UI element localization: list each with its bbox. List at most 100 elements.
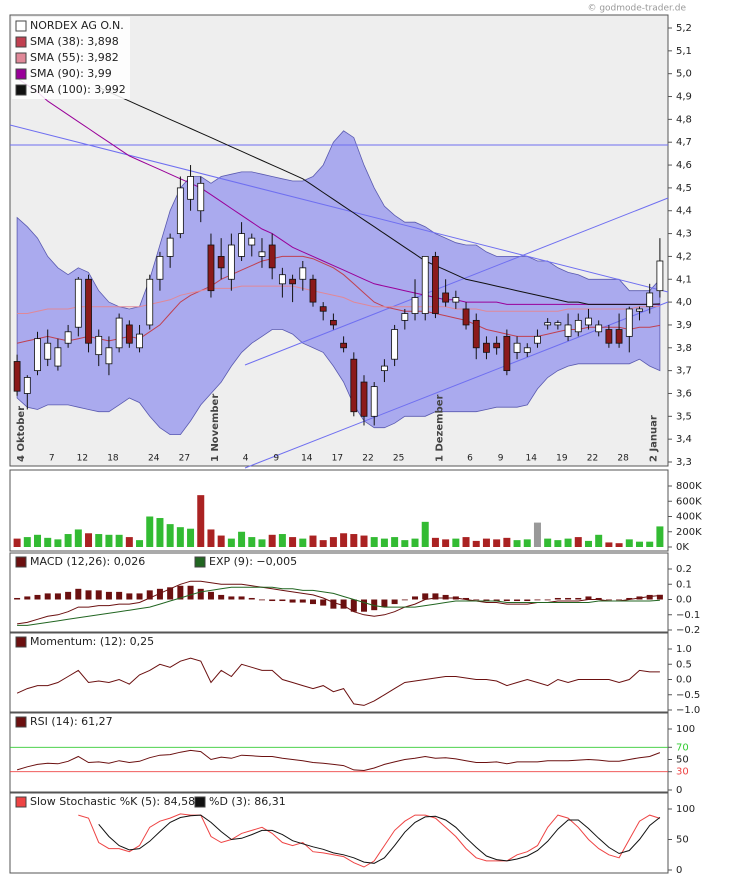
candle-body [493, 342, 501, 349]
y-tick-label: 0 [676, 865, 682, 876]
x-tick-label: 14 [301, 454, 313, 464]
legend-box [12, 17, 130, 99]
candle-body [462, 308, 470, 326]
candle-body [258, 251, 266, 257]
candle-body [268, 244, 276, 269]
histogram-bar [575, 597, 582, 600]
volume-bar [452, 538, 460, 547]
x-tick-label: 28 [617, 454, 629, 464]
candle-body [329, 319, 337, 326]
x-tick-label: 18 [107, 454, 119, 464]
histogram-bar [361, 599, 368, 612]
y-tick-label: 4,3 [676, 229, 692, 240]
volume-bar [493, 539, 501, 547]
volume-bar [54, 539, 62, 547]
candle-body [176, 187, 184, 234]
x-tick-label: 2 Januar [649, 415, 660, 462]
candle-body [615, 329, 623, 344]
volume-bar [207, 529, 215, 547]
volume-bar [125, 537, 133, 547]
candle-body [544, 322, 552, 326]
candle-body [289, 278, 296, 285]
volume-bar [544, 538, 552, 547]
histogram-bar [371, 599, 378, 611]
volume-bar [625, 539, 633, 547]
volume-bar [105, 534, 113, 547]
candle-body [370, 386, 378, 417]
series-line [17, 586, 660, 626]
candle-body [442, 292, 450, 303]
x-tick-label: 17 [332, 454, 343, 464]
candle-body [54, 347, 62, 367]
volume-bar [595, 534, 603, 547]
histogram-bar [422, 593, 429, 600]
histogram-bar [146, 590, 153, 600]
histogram-bar [330, 599, 337, 609]
candle-body [34, 338, 41, 372]
y-tick-label: 30 [676, 767, 689, 778]
candle-body [636, 308, 643, 312]
y-tick-label: −0.1 [676, 610, 700, 621]
watermark: © godmode-trader.de [587, 4, 686, 14]
panel [9, 632, 669, 713]
legend-label: SMA (100): 3,992 [30, 83, 126, 96]
y-tick-label: 4,5 [676, 183, 692, 194]
trend-line [9, 124, 669, 293]
histogram-bar [228, 596, 235, 600]
histogram-bar [350, 599, 357, 612]
y-tick-label: 3,8 [676, 343, 692, 354]
candle-body [534, 335, 541, 344]
y-tick-label: 50 [676, 755, 689, 766]
volume-bar [462, 537, 470, 547]
volume-bar [564, 538, 572, 547]
y-tick-label: 50 [676, 835, 689, 846]
x-tick-label: 12 [77, 454, 88, 464]
histogram-bar [136, 593, 143, 600]
y-tick-label: 0.0 [676, 595, 692, 606]
y-tick-label: −1.0 [676, 705, 700, 716]
y-tick-label: 100 [676, 804, 695, 815]
histogram-bar [75, 588, 82, 600]
x-tick-label: 22 [587, 454, 598, 464]
histogram-bar [646, 594, 653, 600]
histogram-bar [381, 599, 388, 608]
histogram-bar [167, 587, 174, 600]
candle-body [564, 324, 572, 337]
x-tick-label: 22 [362, 454, 373, 464]
y-tick-label: 0 [676, 785, 682, 796]
volume-bar [23, 537, 31, 547]
x-tick-label: 6 [467, 454, 473, 464]
legend-label: Momentum: (12): 0,25 [30, 635, 154, 648]
volume-bar [258, 539, 266, 547]
candle-body [585, 317, 592, 326]
volume-bar [85, 533, 93, 547]
histogram-bar [473, 599, 480, 601]
candle-body [309, 278, 317, 303]
histogram-bar [565, 597, 572, 600]
y-tick-label: 4,7 [676, 137, 692, 148]
histogram-bar [24, 596, 31, 600]
y-tick-label: 4,0 [676, 297, 692, 308]
candle-body [44, 342, 52, 360]
y-tick-label: 4,8 [676, 114, 692, 125]
histogram-bar [391, 599, 398, 605]
candle-body [595, 324, 603, 333]
candle-body [299, 267, 307, 280]
candle-body [340, 342, 348, 349]
histogram-bar [412, 596, 419, 600]
y-tick-label: 3,6 [676, 388, 692, 399]
histogram-bar [95, 590, 102, 600]
volume-bar [605, 542, 613, 547]
candle-body [523, 347, 531, 353]
histogram-bar [585, 596, 592, 600]
y-tick-label: 600K [676, 496, 702, 507]
candle-body [125, 324, 133, 344]
volume-bar [166, 524, 174, 547]
volume-bar [74, 529, 82, 547]
volume-bar [350, 534, 358, 547]
histogram-bar [340, 599, 347, 609]
legend-label: MACD (12,26): 0,026 [30, 555, 145, 568]
candle-body [95, 335, 103, 356]
legend-label: Slow Stochastic %K (5): 84,58 [30, 795, 195, 808]
histogram-bar [85, 590, 92, 600]
